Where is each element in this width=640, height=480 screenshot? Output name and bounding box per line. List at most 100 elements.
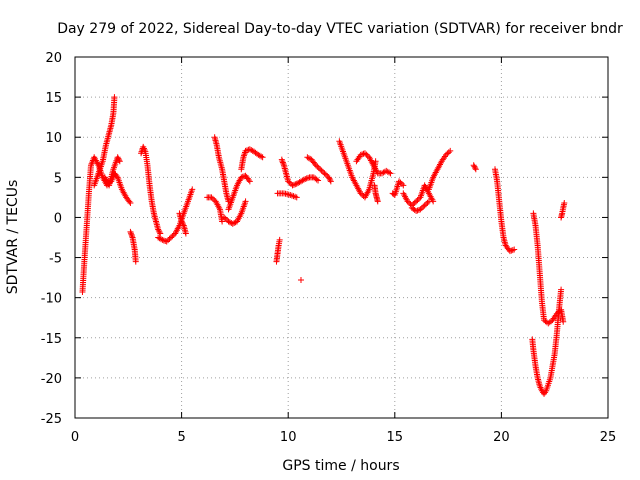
data-point <box>157 230 164 237</box>
data-point <box>303 175 310 182</box>
data-point <box>242 198 249 205</box>
data-point <box>315 177 322 184</box>
data-point <box>360 150 367 157</box>
data-point <box>508 247 515 254</box>
data-point <box>325 174 332 181</box>
y-tick-label: 0 <box>54 211 62 226</box>
data-point <box>327 177 334 184</box>
y-tick-label: 20 <box>45 51 62 66</box>
data-point <box>320 168 327 175</box>
data-point <box>561 200 568 207</box>
y-axis-label: SDTVAR / TECUs <box>5 180 21 295</box>
data-point <box>413 198 420 205</box>
data-point <box>115 155 122 162</box>
data-point <box>179 219 186 226</box>
data-point <box>315 164 322 171</box>
data-point <box>180 221 187 228</box>
data-point <box>166 235 173 242</box>
y-tick-label: -10 <box>41 292 62 307</box>
data-point <box>219 218 226 225</box>
data-point <box>286 179 293 186</box>
data-point <box>321 170 328 177</box>
y-tick-label: -15 <box>41 332 62 347</box>
data-point <box>293 194 300 201</box>
data-point <box>414 207 421 214</box>
data-point <box>242 147 249 154</box>
data-point <box>162 237 169 244</box>
data-point <box>156 229 163 236</box>
data-point <box>278 156 285 163</box>
data-point <box>155 227 162 234</box>
data-point <box>189 186 196 193</box>
x-tick-label: 0 <box>71 430 79 445</box>
data-point <box>442 151 449 158</box>
x-tick-label: 20 <box>493 430 510 445</box>
data-point <box>396 178 403 185</box>
data-point <box>322 171 329 178</box>
data-point <box>313 176 320 183</box>
data-point <box>411 199 418 206</box>
data-point <box>116 158 123 165</box>
data-point <box>258 153 265 160</box>
data-point <box>259 154 266 161</box>
data-point <box>127 228 134 235</box>
data-point <box>169 233 176 240</box>
data-point <box>444 150 451 157</box>
data-point <box>165 237 172 244</box>
data-point <box>406 199 413 206</box>
data-point <box>111 94 118 101</box>
data-point <box>314 163 321 170</box>
data-point <box>127 200 134 207</box>
data-point <box>359 191 366 198</box>
y-tick-label: 10 <box>45 131 62 146</box>
data-point <box>387 170 394 177</box>
data-point <box>400 182 407 189</box>
data-point <box>471 163 478 170</box>
data-point <box>285 178 292 185</box>
grid-lines <box>75 57 608 418</box>
data-point <box>208 194 215 201</box>
data-point <box>363 151 370 158</box>
data-point <box>238 174 245 181</box>
data-point <box>127 230 134 237</box>
data-point <box>397 179 404 186</box>
data-point <box>386 169 393 176</box>
data-point <box>470 162 477 169</box>
data-point <box>318 167 325 174</box>
data-point <box>159 236 166 243</box>
data-point <box>182 230 189 237</box>
data-point <box>420 203 427 210</box>
data-point <box>413 208 420 215</box>
y-tick-label: 15 <box>45 91 62 106</box>
data-point <box>506 248 513 255</box>
data-point <box>290 181 297 188</box>
data-point <box>317 166 324 173</box>
tick-labels: 0 5 10 15 20 25 -25 -20 -15 -10 -5 0 5 10 15 20 <box>41 51 617 445</box>
data-point <box>300 176 307 183</box>
data-point <box>425 198 432 205</box>
y-tick-label: -20 <box>41 372 62 387</box>
data-point <box>292 181 299 188</box>
data-point <box>276 236 283 243</box>
x-tick-label: 10 <box>280 430 297 445</box>
data-point <box>327 178 334 185</box>
data-point <box>509 247 516 254</box>
data-point <box>421 202 428 209</box>
data-point <box>326 175 333 182</box>
x-tick-label: 5 <box>177 430 185 445</box>
data-point <box>279 159 286 166</box>
data-point <box>289 182 296 189</box>
data-point <box>157 236 164 243</box>
data-point <box>445 149 452 156</box>
data-point <box>221 214 228 221</box>
data-point <box>472 164 479 171</box>
data-points <box>79 94 568 397</box>
data-point <box>361 150 368 157</box>
data-point <box>417 206 424 213</box>
chart-title: Day 279 of 2022, Sidereal Day-to-day VTE… <box>57 21 623 37</box>
data-point <box>246 178 253 185</box>
data-point <box>357 190 364 197</box>
data-point <box>280 160 287 167</box>
data-point <box>305 174 312 181</box>
